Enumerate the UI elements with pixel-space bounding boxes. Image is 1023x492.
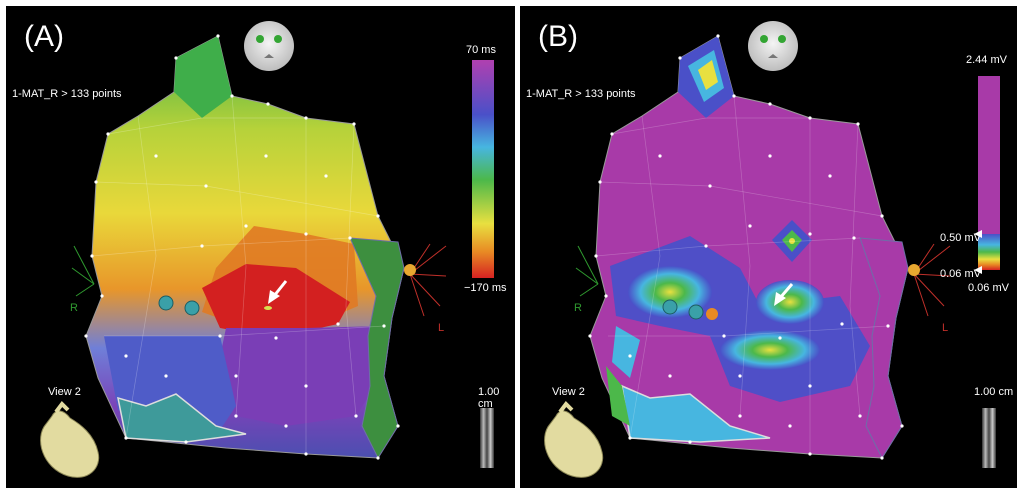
edge-rim-b: [621, 384, 771, 443]
activation-map-shell: [40, 21, 494, 478]
left-marker-label-b: L: [942, 322, 949, 334]
ablation-tag-icon: [184, 300, 200, 316]
legend-bottom-label-b: 0.06 mV: [968, 282, 1009, 294]
arrow-icon: [774, 283, 794, 306]
heart-orientation-icon: [544, 400, 604, 478]
left-axis-marker: [913, 243, 951, 317]
view-label-a: View 2: [48, 386, 81, 398]
panel-a-activation-map: (A) 1-MAT_R > 133 points 70 ms −170 ms V…: [6, 6, 515, 488]
view-label-b: View 2: [552, 386, 585, 398]
map-name-b: 1-MAT_R > 133 points: [526, 88, 636, 100]
voltage-legend-high: [978, 76, 1000, 234]
left-marker-label-a: L: [438, 322, 445, 334]
scale-bar-a: [480, 408, 494, 468]
rim-green-a: [349, 237, 405, 460]
sample-points-a: [84, 34, 400, 460]
panel-divider: [515, 6, 520, 488]
scale-label-a: 1.00 cm: [478, 386, 500, 410]
map-name-a: 1-MAT_R > 133 points: [12, 88, 122, 100]
right-axis-marker: [71, 245, 95, 297]
catheter-tip-icon: [404, 264, 416, 276]
ablation-tag-icon: [158, 295, 174, 311]
head-orientation-icon: [244, 21, 294, 71]
target-spot: [264, 306, 272, 310]
panel-label-b: (B): [538, 20, 578, 53]
legend-top-label-a: 70 ms: [466, 44, 496, 56]
earliest-red-zone: [202, 264, 350, 338]
scale-bar-b: [982, 408, 996, 468]
teal-rim-a: [117, 393, 247, 443]
right-marker-label-a: R: [70, 302, 78, 314]
head-orientation-icon: [748, 21, 798, 71]
legend-top-label-b: 2.44 mV: [966, 54, 1007, 66]
catheter-tip-icon: [908, 264, 920, 276]
right-axis-marker: [575, 245, 599, 297]
left-axis-marker: [409, 243, 447, 317]
panel-label-a: (A): [24, 20, 64, 53]
legend-low-label-b: 0.06 mV: [940, 268, 981, 280]
ablation-tag-icon: [688, 304, 704, 320]
voltage-map-shell: [544, 21, 1000, 478]
legend-mid-label-b: 0.50 mV: [940, 232, 981, 244]
heart-orientation-icon: [40, 400, 100, 478]
right-marker-label-b: R: [574, 302, 582, 314]
purple-region: [216, 326, 384, 426]
panel-b-voltage-map: (B) 1-MAT_R > 133 points 2.44 mV 0.50 mV…: [520, 6, 1017, 488]
arrow-icon: [268, 280, 288, 304]
activation-color-legend: [472, 60, 494, 278]
voltage-legend-gradient: [978, 234, 1000, 270]
scale-label-b: 1.00 cm: [974, 386, 1014, 398]
legend-bottom-label-a: −170 ms: [464, 282, 507, 294]
mesh-lines-a: [91, 95, 385, 454]
sample-points-b: [588, 34, 904, 460]
ablation-tag-icon: [662, 299, 678, 315]
green-lobe-a: [174, 36, 232, 118]
